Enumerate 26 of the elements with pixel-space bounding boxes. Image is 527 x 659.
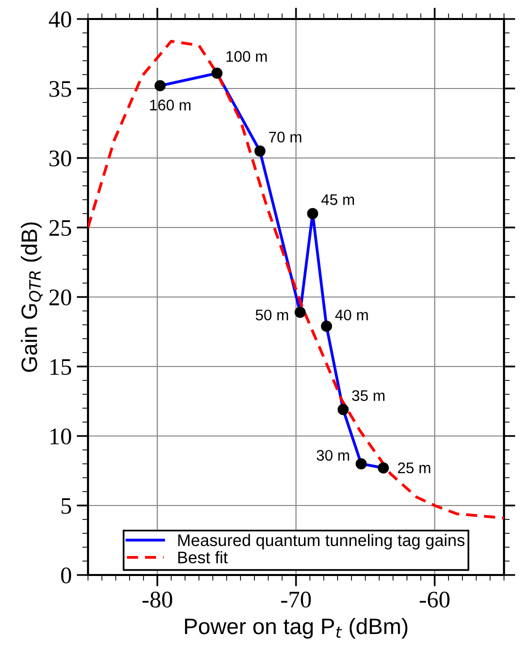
y-tick-label: 10: [50, 428, 72, 444]
y-tick-label: 30: [50, 150, 72, 166]
annotation: 100 m: [226, 51, 267, 62]
x-axis-title: Power on tag P$_{t}$ (dBm): [185, 618, 408, 639]
annotation: 30 m: [316, 450, 350, 461]
x-tick-label: -70: [281, 592, 311, 608]
annotation: 160 m: [150, 100, 190, 110]
legend-label: Best fit: [178, 551, 228, 564]
annotation: 25 m: [398, 462, 430, 474]
annotation: 50 m: [256, 310, 288, 320]
y-axis-title: Gain G$_{QTR}$ (dB): [20, 222, 43, 372]
annotation: 40 m: [335, 310, 368, 320]
annotation: 45 m: [321, 194, 354, 206]
y-tick-label: 0: [61, 567, 72, 584]
line-series: [88, 40, 504, 520]
x-tick-label: -60: [420, 592, 450, 608]
y-tick-label: 25: [49, 220, 72, 236]
y-tick-label: 20: [49, 289, 72, 306]
y-tick-label: 40: [48, 11, 72, 28]
annotation: 70 m: [269, 132, 302, 142]
y-tick-label: 35: [50, 81, 72, 97]
x-tick-label: -80: [142, 592, 172, 608]
y-tick-label: 5: [62, 498, 72, 514]
y-tick-label: 15: [50, 359, 72, 375]
annotation: 35 m: [352, 390, 384, 402]
legend-label: Measured quantum tunneling tag gains: [178, 534, 464, 550]
